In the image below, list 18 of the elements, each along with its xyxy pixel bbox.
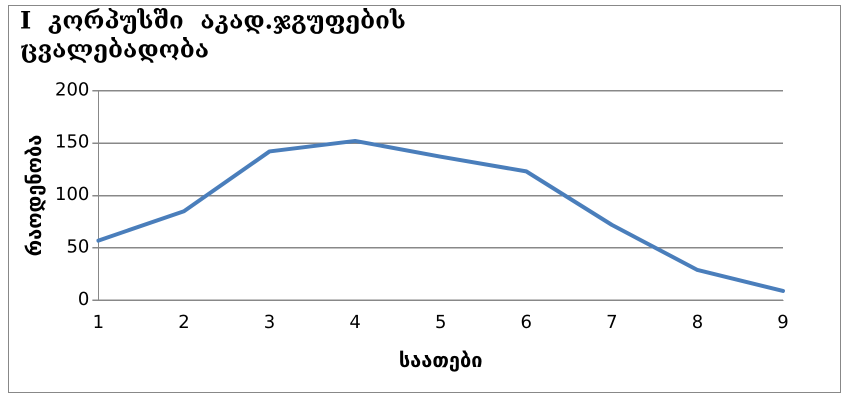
- y-axis-title: რაოდენობა: [22, 134, 46, 256]
- text: I კორპუსში აკად.ჯგუფების: [20, 6, 406, 35]
- x-tick-label: 9: [777, 312, 789, 333]
- y-tick-label: 0: [78, 289, 90, 310]
- x-tick-label: 6: [520, 312, 532, 333]
- x-tick-label: 5: [434, 312, 446, 333]
- y-tick-label: 50: [66, 236, 90, 258]
- text: ცვალებადობა: [20, 34, 209, 64]
- x-tick-label: 4: [349, 312, 361, 333]
- x-tick-label: 7: [606, 312, 618, 333]
- x-axis-title: საათები: [398, 348, 483, 372]
- x-tick-label: 1: [92, 312, 104, 333]
- x-tick-label: 8: [692, 312, 704, 333]
- y-tick-label: 200: [54, 79, 90, 100]
- y-tick-label: 150: [54, 132, 90, 153]
- x-tick-label: 3: [264, 312, 276, 333]
- y-tick-label: 100: [54, 184, 90, 206]
- x-tick-label: 2: [178, 312, 190, 333]
